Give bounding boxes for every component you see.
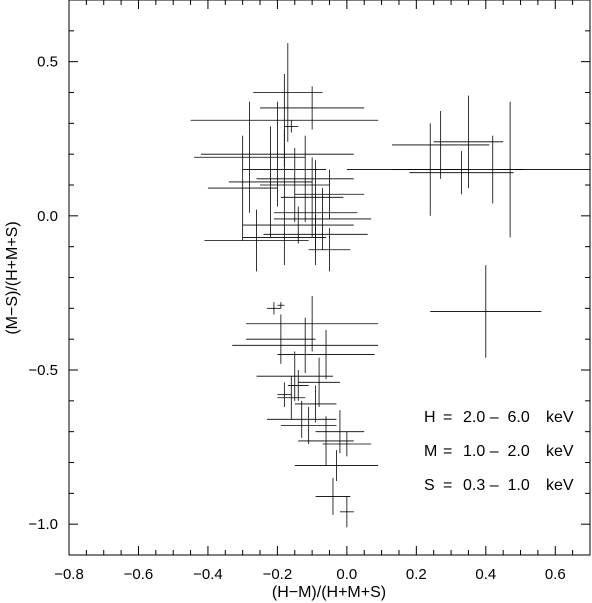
data-point: [242, 209, 327, 266]
data-point: [284, 120, 299, 133]
error-bar-points: [190, 43, 590, 528]
data-point: [266, 302, 281, 315]
legend-band: S: [424, 477, 435, 494]
data-point: [228, 126, 313, 238]
data-point: [392, 123, 469, 216]
data-point: [315, 410, 365, 454]
data-point: [256, 135, 354, 222]
x-tick-label: −0.2: [263, 566, 293, 583]
legend-range: 1.0 – 2.0: [463, 443, 530, 460]
data-point: [277, 382, 292, 407]
x-tick-label: −0.6: [124, 566, 154, 583]
data-point: [298, 357, 340, 407]
energy-band-legend: H = 2.0 – 6.0 keV M = 1.0 – 2.0 keV S = …: [424, 409, 574, 494]
y-axis-ticks: −1.0 −0.5 0.0 0.5: [28, 0, 590, 556]
legend-eq: =: [443, 443, 452, 460]
x-tick-label: 0.0: [336, 566, 357, 583]
data-point: [232, 317, 379, 374]
data-point: [277, 302, 285, 309]
data-point: [315, 477, 351, 515]
data-point: [308, 228, 351, 272]
x-tick-label: 0.2: [406, 566, 427, 583]
x-tick-label: −0.8: [54, 566, 84, 583]
legend-band: H: [424, 409, 436, 426]
legend-eq: =: [443, 477, 452, 494]
legend-line-h: H = 2.0 – 6.0 keV: [424, 409, 574, 426]
legend-range: 0.3 – 1.0: [463, 477, 530, 494]
data-point: [277, 329, 375, 380]
data-point: [256, 351, 333, 401]
data-point: [204, 209, 309, 272]
x-tick-label: 0.6: [545, 566, 566, 583]
x-axis-ticks: −0.8 −0.6 −0.4 −0.2 0.0 0.2 0.4 0.6: [54, 0, 591, 583]
x-tick-label: 0.4: [475, 566, 496, 583]
data-point: [392, 111, 490, 179]
data-point: [339, 496, 354, 528]
data-point: [294, 450, 379, 481]
y-tick-label: −1.0: [28, 516, 58, 533]
legend-eq: =: [443, 409, 452, 426]
legend-unit: keV: [546, 409, 574, 426]
data-point: [200, 101, 354, 207]
data-point: [346, 135, 590, 204]
data-point: [242, 206, 354, 244]
data-point: [430, 265, 542, 358]
data-point: [266, 400, 337, 438]
data-point: [496, 101, 525, 238]
data-point: [253, 43, 323, 142]
data-point: [322, 431, 372, 457]
data-point: [298, 416, 354, 466]
legend-unit: keV: [546, 443, 574, 460]
y-tick-label: 0.0: [37, 208, 58, 225]
data-point: [194, 101, 306, 213]
x-tick-label: −0.4: [193, 566, 223, 583]
data-point: [277, 376, 306, 420]
y-tick-label: −0.5: [28, 362, 58, 379]
x-axis-title: (H−M)/(H+M+S): [272, 584, 386, 601]
legend-band: M: [424, 443, 437, 460]
legend-line-s: S = 0.3 – 1.0 keV: [424, 477, 574, 494]
data-point: [246, 314, 316, 364]
data-point: [409, 151, 514, 195]
legend-range: 2.0 – 6.0: [463, 409, 530, 426]
plot-frame: [68, 0, 591, 556]
data-point: [280, 407, 337, 444]
legend-line-m: M = 1.0 – 2.0 keV: [424, 443, 574, 460]
data-point: [260, 148, 330, 222]
y-axis-title: (M−S)/(H+M+S): [4, 221, 21, 334]
data-point: [273, 188, 372, 250]
legend-unit: keV: [546, 477, 574, 494]
data-point: [207, 135, 278, 241]
data-point: [280, 157, 344, 238]
data-point: [246, 296, 379, 352]
data-point: [294, 169, 365, 219]
y-tick-label: 0.5: [37, 54, 58, 71]
data-point: [263, 215, 368, 253]
data-point: [294, 385, 337, 423]
